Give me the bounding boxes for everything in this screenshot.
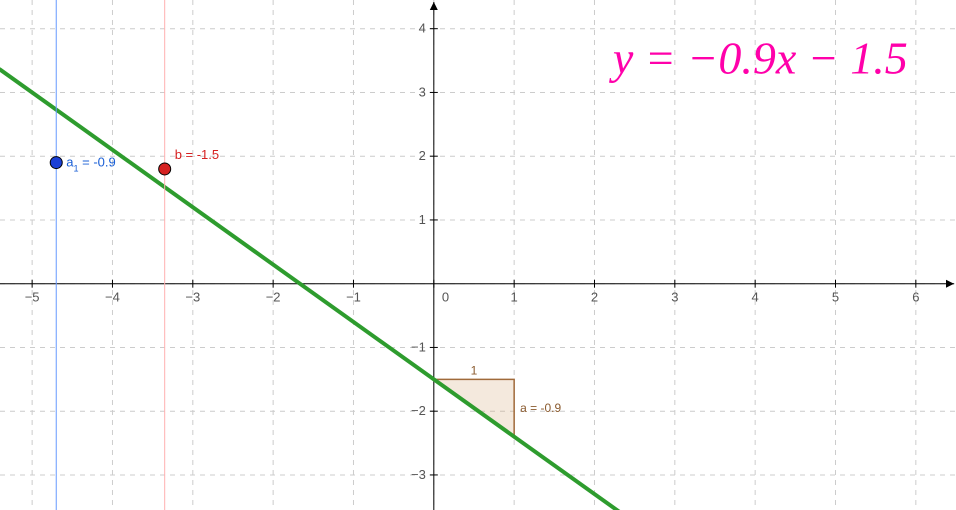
x-tick-label: −1 (346, 290, 361, 305)
equation-text: y = −0.9x − 1.5 (609, 32, 908, 83)
y-tick-label: 4 (419, 21, 426, 36)
y-tick-label: −2 (411, 403, 426, 418)
x-tick-label: −2 (266, 290, 281, 305)
x-tick-label: 0 (442, 290, 449, 305)
y-tick-label: 3 (419, 84, 426, 99)
x-tick-label: −5 (25, 290, 40, 305)
x-tick-label: 5 (832, 290, 839, 305)
slider-b-label: b = -1.5 (175, 147, 219, 162)
x-tick-label: −4 (105, 290, 120, 305)
x-tick-label: 4 (752, 290, 759, 305)
slope-rise-label: a = -0.9 (520, 401, 561, 415)
x-tick-label: 6 (912, 290, 919, 305)
y-tick-label: −3 (411, 467, 426, 482)
x-tick-label: 2 (591, 290, 598, 305)
y-tick-label: 1 (419, 212, 426, 227)
line-plot: −5−4−3−2−10123456−3−2−112341a = -0.9a1 =… (0, 0, 956, 510)
slope-run-label: 1 (471, 363, 478, 377)
x-tick-label: −3 (185, 290, 200, 305)
y-tick-label: −1 (411, 339, 426, 354)
y-tick-label: 2 (419, 148, 426, 163)
x-tick-label: 1 (511, 290, 518, 305)
slider-a1-handle[interactable] (50, 157, 62, 169)
slider-b-handle[interactable] (159, 163, 171, 175)
x-tick-label: 3 (671, 290, 678, 305)
